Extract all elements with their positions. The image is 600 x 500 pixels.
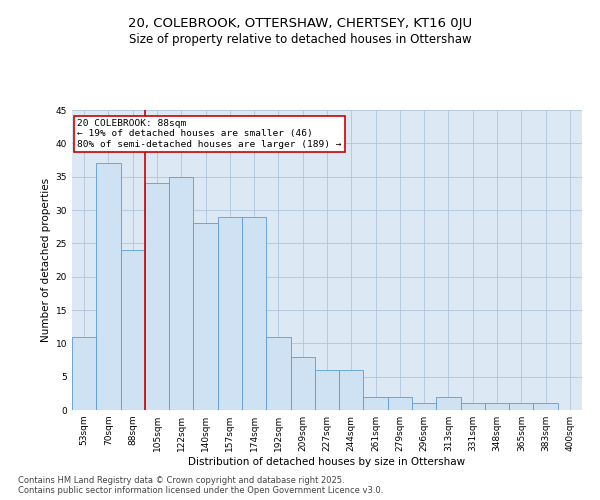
Bar — [169, 176, 193, 410]
Bar — [266, 336, 290, 410]
Text: Size of property relative to detached houses in Ottershaw: Size of property relative to detached ho… — [128, 32, 472, 46]
Bar — [315, 370, 339, 410]
Bar — [193, 224, 218, 410]
Bar — [290, 356, 315, 410]
Bar — [96, 164, 121, 410]
Bar — [72, 336, 96, 410]
Bar — [242, 216, 266, 410]
Bar — [412, 404, 436, 410]
Bar — [218, 216, 242, 410]
Bar — [485, 404, 509, 410]
Y-axis label: Number of detached properties: Number of detached properties — [41, 178, 52, 342]
Bar — [121, 250, 145, 410]
Text: Contains HM Land Registry data © Crown copyright and database right 2025.
Contai: Contains HM Land Registry data © Crown c… — [18, 476, 383, 495]
Bar — [533, 404, 558, 410]
Bar — [509, 404, 533, 410]
Bar — [436, 396, 461, 410]
X-axis label: Distribution of detached houses by size in Ottershaw: Distribution of detached houses by size … — [188, 457, 466, 467]
Text: 20, COLEBROOK, OTTERSHAW, CHERTSEY, KT16 0JU: 20, COLEBROOK, OTTERSHAW, CHERTSEY, KT16… — [128, 18, 472, 30]
Text: 20 COLEBROOK: 88sqm
← 19% of detached houses are smaller (46)
80% of semi-detach: 20 COLEBROOK: 88sqm ← 19% of detached ho… — [77, 119, 341, 149]
Bar — [461, 404, 485, 410]
Bar — [145, 184, 169, 410]
Bar — [364, 396, 388, 410]
Bar — [339, 370, 364, 410]
Bar — [388, 396, 412, 410]
